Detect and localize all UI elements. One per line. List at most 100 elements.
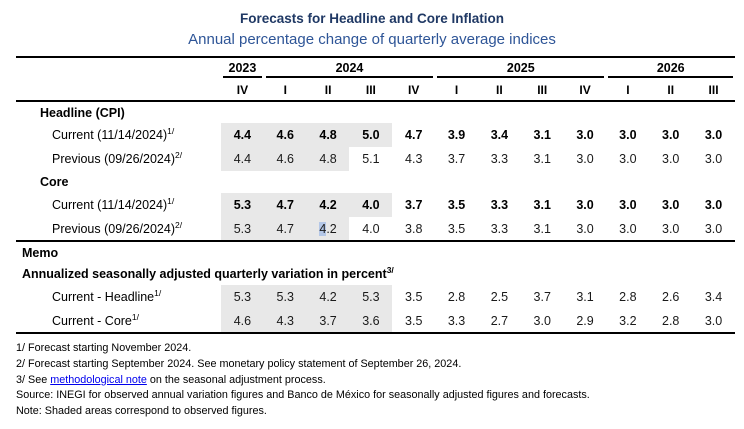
- value-cell: 3.0: [576, 198, 594, 212]
- memo-heading-row: Memo: [16, 240, 735, 263]
- footnote-ref: 1/: [154, 287, 162, 298]
- memo-heading-row: Annualized seasonally adjusted quarterly…: [16, 263, 735, 285]
- value-cell: 3.4: [704, 290, 723, 304]
- methodological-note-link[interactable]: methodological note: [50, 373, 147, 386]
- value-cell: 4.7: [405, 128, 423, 142]
- row-label: Current (11/14/2024)1/: [52, 125, 175, 142]
- table-row: Current (11/14/2024)1/5.3 4.7 4.2 4.0 3.7 3.5…: [16, 193, 735, 217]
- value-cell: 4.8: [306, 123, 350, 147]
- memo-heading: Annualized seasonally adjusted quarterly…: [22, 264, 394, 281]
- value-cell: 3.0: [662, 198, 680, 212]
- value-cell: 5.3: [349, 285, 393, 309]
- value-cell: 3.0: [533, 313, 551, 328]
- value-cell: 2.6: [662, 290, 680, 304]
- value-cell: 2.5: [490, 290, 509, 304]
- quarter-header-spacer: [16, 79, 221, 102]
- quarter-header-9: IV: [563, 79, 607, 102]
- footnote-ref: 1/: [167, 125, 175, 136]
- value-cell: 3.0: [704, 198, 723, 212]
- value-cell: 4.2: [306, 217, 350, 241]
- value-cell: 3.7: [533, 290, 551, 304]
- row-label: Current (11/14/2024)1/: [52, 195, 175, 212]
- footnote-2: 2/ Forecast starting September 2024. See…: [16, 357, 462, 370]
- value-cell: 4.7: [263, 217, 307, 241]
- value-cell: 3.0: [619, 152, 637, 166]
- value-cell: 3.7: [447, 152, 466, 166]
- footnote-ref: 1/: [167, 195, 175, 206]
- value-cell: 3.0: [704, 128, 723, 142]
- value-cell: 3.3: [490, 221, 509, 236]
- value-cell: 4.2: [306, 193, 350, 217]
- value-cell: 3.8: [405, 221, 423, 236]
- quarter-header-1: IV: [221, 79, 264, 102]
- value-cell: 3.0: [704, 221, 723, 236]
- table-row: Current - Headline1/5.3 5.3 4.2 5.3 3.5 2.8 2.…: [16, 285, 735, 309]
- value-cell: 3.0: [576, 221, 594, 236]
- section-heading: Headline (CPI): [40, 105, 125, 120]
- value-cell: 5.3: [221, 217, 264, 241]
- selected-text: 4: [319, 221, 327, 236]
- value-cell: 3.5: [447, 198, 466, 212]
- value-cell: 3.5: [405, 313, 423, 328]
- value-cell: 2.8: [619, 290, 637, 304]
- year-label-2023: 2023: [223, 59, 262, 78]
- forecast-table: 2023 2024 2025 2026 IV I II III IV I II III IV I II III…: [16, 56, 735, 334]
- value-cell: 3.0: [576, 128, 594, 142]
- row-label: Previous (09/26/2024)2/: [52, 219, 183, 236]
- value-cell: 3.5: [447, 221, 466, 236]
- value-cell: 3.0: [662, 152, 680, 166]
- footnote-3: 3/ See methodological note on the season…: [16, 373, 744, 389]
- value-cell: 5.1: [362, 152, 380, 166]
- footnote-ref: 3/: [386, 264, 394, 275]
- value-cell: 4.4: [221, 123, 264, 147]
- value-cell: 3.2: [619, 313, 637, 328]
- value-cell: 3.5: [405, 290, 423, 304]
- value-cell: 3.1: [533, 152, 551, 166]
- value-cell: 4.3: [263, 309, 307, 333]
- year-header-2025: 2025: [435, 56, 607, 79]
- value-cell: 4.0: [349, 193, 393, 217]
- value-cell: 4.6: [263, 123, 307, 147]
- value-cell: 3.6: [349, 309, 393, 333]
- value-cell: 3.1: [576, 290, 594, 304]
- value-cell: 5.3: [263, 285, 307, 309]
- value-cell: 3.0: [619, 198, 637, 212]
- quarter-header-7: II: [477, 79, 521, 102]
- value-cell: 4.3: [405, 152, 423, 166]
- section-heading-row: Core: [16, 171, 735, 193]
- year-header-2026: 2026: [606, 56, 735, 79]
- section-heading: Core: [40, 175, 69, 189]
- footnote-1: 1/ Forecast starting November 2024.: [16, 342, 192, 354]
- value-cell: 5.3: [221, 285, 264, 309]
- value-cell: 3.3: [490, 198, 509, 212]
- footnote-3-pre: 3/ See: [16, 373, 51, 386]
- value-cell: 3.1: [533, 221, 551, 236]
- quarter-header-4: III: [349, 79, 393, 102]
- shaded-areas-note: Note: Shaded areas correspond to observe…: [16, 405, 267, 418]
- table-row: Previous (09/26/2024)2/4.4 4.6 4.8 5.1 4.3 3.…: [16, 147, 735, 171]
- quarter-header-12: III: [692, 79, 735, 102]
- year-header-row: 2023 2024 2025 2026: [16, 56, 735, 79]
- source-note: Source: INEGI for observed annual variat…: [16, 389, 590, 402]
- value-cell: 2.7: [490, 313, 509, 328]
- value-cell: 4.4: [221, 147, 264, 171]
- value-cell: 3.3: [447, 313, 466, 328]
- page-subtitle: Annual percentage change of quarterly av…: [188, 31, 556, 48]
- year-label-2025: 2025: [437, 59, 605, 78]
- value-cell: 2.8: [662, 313, 680, 328]
- value-cell: 4.0: [362, 221, 380, 236]
- value-cell: 5.0: [349, 123, 393, 147]
- table-corner-spacer: [16, 56, 221, 79]
- value-cell: 3.1: [533, 128, 551, 142]
- value-cell: 3.4: [490, 128, 509, 142]
- value-cell: 3.0: [662, 221, 680, 236]
- value-cell: 3.0: [576, 152, 594, 166]
- value-cell: 3.9: [447, 128, 466, 142]
- quarter-header-row: IV I II III IV I II III IV I II III: [16, 79, 735, 102]
- value-cell: 3.0: [704, 152, 723, 166]
- value-cell: 4.8: [306, 147, 350, 171]
- quarter-header-5: IV: [392, 79, 436, 102]
- value-cell: 2.9: [576, 313, 594, 328]
- footnotes: 1/ Forecast starting November 2024. 2/ F…: [16, 341, 744, 420]
- value-cell: 3.7: [306, 309, 350, 333]
